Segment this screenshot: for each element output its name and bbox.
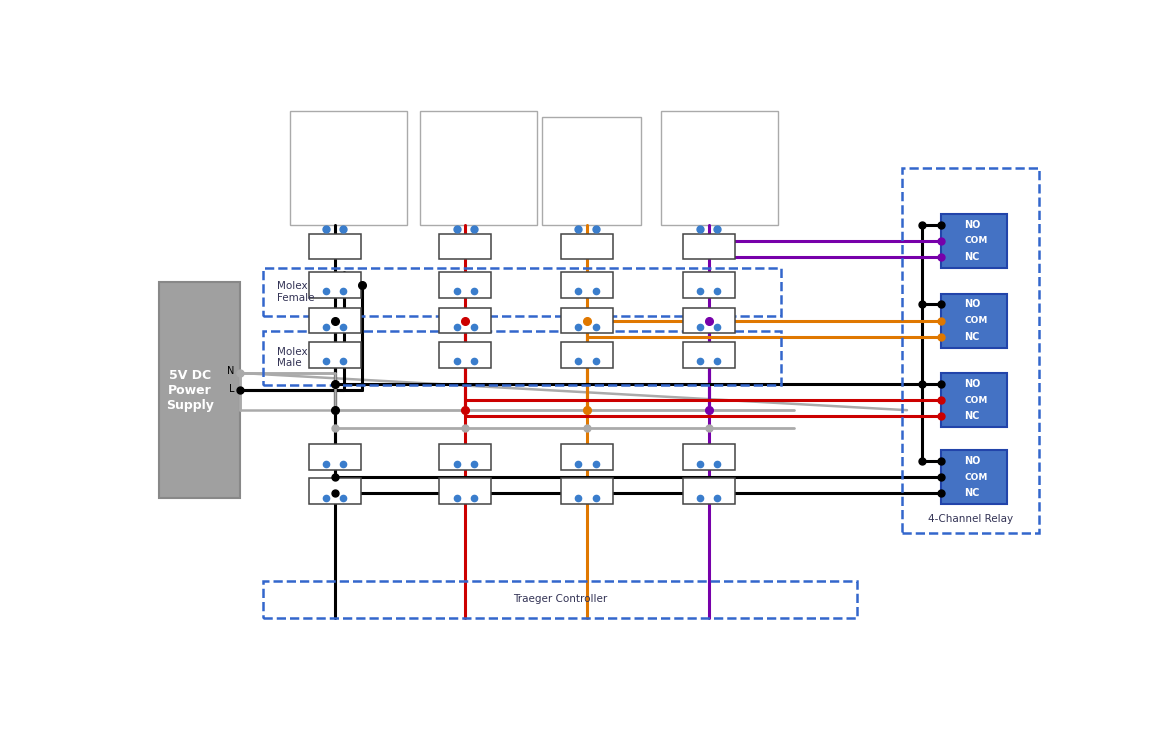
FancyBboxPatch shape <box>683 342 735 367</box>
FancyBboxPatch shape <box>308 342 361 367</box>
FancyBboxPatch shape <box>308 272 361 298</box>
FancyBboxPatch shape <box>440 234 492 259</box>
FancyBboxPatch shape <box>308 234 361 259</box>
FancyBboxPatch shape <box>561 234 613 259</box>
FancyBboxPatch shape <box>440 272 492 298</box>
FancyBboxPatch shape <box>440 307 492 333</box>
Text: NC: NC <box>964 488 979 498</box>
FancyBboxPatch shape <box>561 444 613 470</box>
Text: 5V DC
Power
Supply: 5V DC Power Supply <box>166 369 214 412</box>
FancyBboxPatch shape <box>308 478 361 504</box>
Text: 4-Channel Relay: 4-Channel Relay <box>928 514 1013 524</box>
FancyBboxPatch shape <box>561 272 613 298</box>
Text: NO: NO <box>964 456 980 466</box>
FancyBboxPatch shape <box>308 307 361 333</box>
FancyBboxPatch shape <box>941 293 1007 347</box>
Bar <box>263 268 780 316</box>
Text: COM: COM <box>964 472 987 482</box>
Text: NO: NO <box>964 219 980 230</box>
FancyBboxPatch shape <box>683 307 735 333</box>
Text: NC: NC <box>964 252 979 262</box>
FancyBboxPatch shape <box>159 282 240 498</box>
Text: NC: NC <box>964 332 979 341</box>
FancyBboxPatch shape <box>661 112 778 225</box>
FancyBboxPatch shape <box>440 478 492 504</box>
Bar <box>902 168 1040 533</box>
Text: Traeger Controller: Traeger Controller <box>513 594 607 605</box>
FancyBboxPatch shape <box>941 214 1007 268</box>
Text: N: N <box>227 367 235 376</box>
Text: COM: COM <box>964 316 987 325</box>
FancyBboxPatch shape <box>542 117 641 225</box>
Text: NO: NO <box>964 299 980 310</box>
Text: NC: NC <box>964 412 979 421</box>
FancyBboxPatch shape <box>683 444 735 470</box>
Bar <box>263 581 857 618</box>
FancyBboxPatch shape <box>440 444 492 470</box>
Text: L: L <box>229 384 235 394</box>
FancyBboxPatch shape <box>308 444 361 470</box>
FancyBboxPatch shape <box>420 112 537 225</box>
FancyBboxPatch shape <box>683 234 735 259</box>
Text: NO: NO <box>964 379 980 389</box>
Bar <box>263 330 780 384</box>
FancyBboxPatch shape <box>561 342 613 367</box>
Text: COM: COM <box>964 395 987 405</box>
FancyBboxPatch shape <box>683 272 735 298</box>
Text: COM: COM <box>964 236 987 245</box>
FancyBboxPatch shape <box>561 478 613 504</box>
FancyBboxPatch shape <box>290 112 407 225</box>
FancyBboxPatch shape <box>941 373 1007 427</box>
Text: Molex
Female: Molex Female <box>277 282 314 303</box>
FancyBboxPatch shape <box>440 342 492 367</box>
FancyBboxPatch shape <box>561 307 613 333</box>
Text: Molex
Male: Molex Male <box>277 347 307 368</box>
FancyBboxPatch shape <box>683 478 735 504</box>
FancyBboxPatch shape <box>941 450 1007 504</box>
